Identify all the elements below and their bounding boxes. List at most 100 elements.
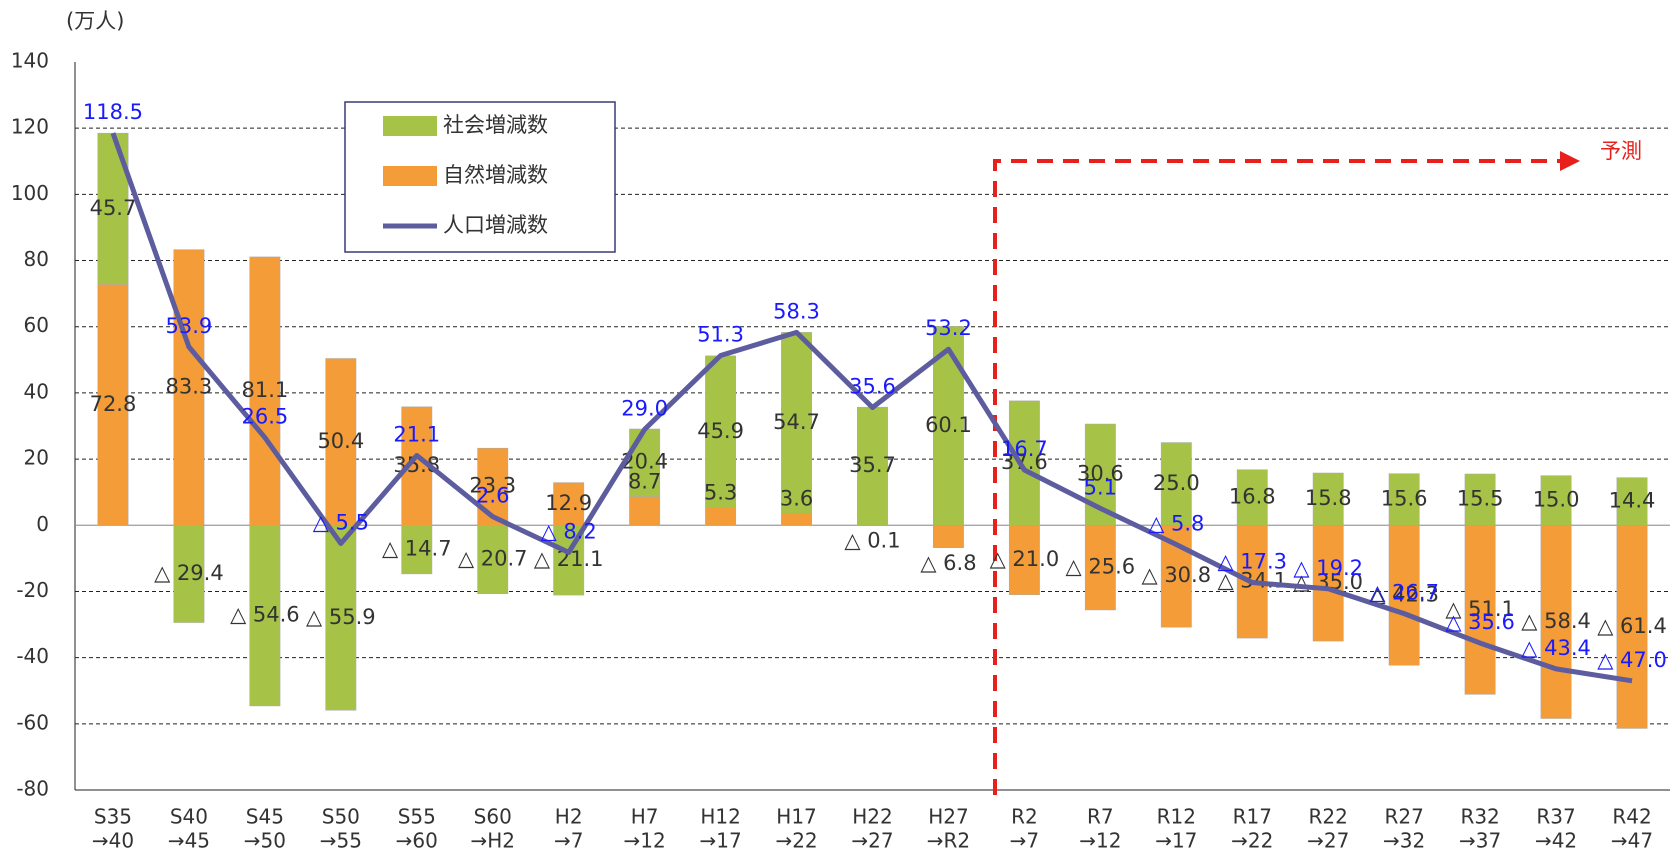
data-label: △ 61.4 — [1597, 614, 1667, 638]
x-tick-label: H17 — [776, 805, 817, 829]
data-label: 81.1 — [241, 378, 288, 402]
y-tick-label: 140 — [11, 49, 49, 73]
x-tick-label: →45 — [168, 829, 210, 853]
data-label: 83.3 — [166, 374, 213, 398]
line-label: △ 5.5 — [313, 510, 369, 534]
x-tick-label: S60 — [474, 805, 512, 829]
bar — [477, 525, 509, 595]
bar — [1540, 525, 1572, 719]
legend-label: 社会増減数 — [443, 113, 548, 137]
x-tick-label: →R2 — [927, 829, 970, 853]
x-tick-label: H7 — [631, 805, 659, 829]
x-tick-label: →12 — [624, 829, 666, 853]
line-label: 5.1 — [1084, 475, 1117, 499]
line-label: 51.3 — [697, 323, 744, 347]
bar — [629, 496, 661, 526]
data-label: 15.8 — [1305, 486, 1352, 510]
data-label: 60.1 — [925, 413, 972, 437]
bar — [1312, 472, 1344, 526]
y-tick-label: 120 — [11, 115, 49, 139]
y-tick-label: 80 — [24, 247, 49, 271]
line-label: 53.2 — [925, 316, 972, 340]
y-tick-label: -60 — [16, 710, 49, 734]
data-label: 35.7 — [849, 453, 896, 477]
x-tick-label: H12 — [700, 805, 741, 829]
line-label: 53.9 — [166, 314, 213, 338]
x-tick-label: H22 — [852, 805, 893, 829]
x-tick-label: R37 — [1536, 805, 1575, 829]
bar — [1236, 469, 1268, 526]
x-tick-label: R12 — [1157, 805, 1196, 829]
x-tick-label: →22 — [1231, 829, 1273, 853]
line-label: △ 26.7 — [1369, 581, 1439, 605]
bar — [1464, 473, 1496, 526]
line-label: △ 5.8 — [1148, 511, 1204, 535]
forecast-arrow — [1560, 151, 1580, 171]
line-label: 58.3 — [773, 299, 820, 323]
line-label: △ 47.0 — [1597, 648, 1667, 672]
data-label: △ 29.4 — [154, 561, 224, 585]
data-label: 15.6 — [1381, 486, 1428, 510]
x-tick-label: S35 — [94, 805, 132, 829]
bar — [1464, 525, 1496, 695]
y-axis-unit: (万人) — [66, 9, 124, 33]
x-tick-label: H27 — [928, 805, 969, 829]
x-tick-label: →42 — [1535, 829, 1577, 853]
data-label: 5.3 — [704, 481, 737, 505]
line-label: 21.1 — [393, 422, 440, 446]
bar — [1616, 525, 1648, 729]
line-label: 16.7 — [1001, 437, 1048, 461]
line-label: 29.0 — [621, 396, 668, 420]
x-tick-label: →27 — [851, 829, 893, 853]
x-tick-label: →27 — [1307, 829, 1349, 853]
data-label: 3.6 — [780, 486, 813, 510]
x-tick-label: R22 — [1309, 805, 1348, 829]
y-tick-label: 60 — [24, 313, 49, 337]
bar — [1008, 400, 1040, 526]
line-label: △ 8.2 — [541, 519, 597, 543]
data-label: △ 30.8 — [1142, 563, 1212, 587]
data-label: 54.7 — [773, 410, 820, 434]
x-tick-label: →17 — [699, 829, 741, 853]
line-label: △ 19.2 — [1293, 556, 1363, 580]
x-tick-label: →40 — [92, 829, 134, 853]
data-label: △ 55.9 — [306, 605, 376, 629]
bar — [1540, 475, 1572, 526]
bar — [781, 513, 812, 526]
data-label: 50.4 — [317, 429, 364, 453]
data-label: 16.8 — [1229, 484, 1276, 508]
data-label: △ 25.6 — [1066, 555, 1136, 579]
line-label: △ 17.3 — [1217, 550, 1287, 574]
data-label: △ 0.1 — [844, 529, 900, 553]
line-label: 26.5 — [241, 405, 288, 429]
line-label: 118.5 — [83, 100, 143, 124]
bar — [781, 332, 812, 514]
data-label: △ 54.6 — [230, 603, 300, 627]
x-tick-label: →32 — [1383, 829, 1425, 853]
forecast-label: 予測 — [1600, 139, 1642, 163]
x-tick-label: H2 — [555, 805, 583, 829]
x-tick-label: R2 — [1011, 805, 1038, 829]
bar — [97, 284, 129, 526]
x-tick-label: S55 — [398, 805, 436, 829]
plot: -80 -60 -40 -20 0 20 40 60 80 100 120 140 — [11, 49, 1670, 801]
bar — [249, 525, 281, 707]
x-tick-label: S45 — [246, 805, 284, 829]
x-tick-label: R7 — [1087, 805, 1114, 829]
data-label: 72.8 — [90, 392, 137, 416]
data-label: 14.4 — [1609, 488, 1656, 512]
data-label: 23.3 — [469, 474, 516, 498]
legend-label: 自然増減数 — [443, 163, 548, 187]
x-tick-label: R17 — [1233, 805, 1272, 829]
line-label: 35.6 — [849, 374, 896, 398]
bar — [1160, 442, 1192, 526]
y-tick-label: 0 — [36, 512, 49, 536]
data-label: △ 21.0 — [990, 547, 1060, 571]
line-label: △ 43.4 — [1521, 636, 1591, 660]
x-tick-label: →17 — [1155, 829, 1197, 853]
bar — [1388, 525, 1420, 666]
data-label: △ 6.8 — [920, 551, 976, 575]
data-label: 15.0 — [1533, 487, 1580, 511]
x-tick-label: →47 — [1611, 829, 1653, 853]
